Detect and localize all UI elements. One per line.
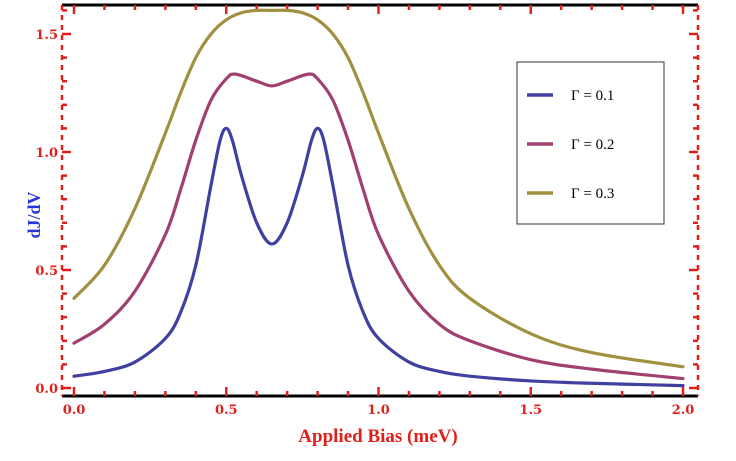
x-tick-label: 1.5	[519, 403, 542, 418]
y-tick-label: 0.0	[35, 382, 58, 397]
y-tick-label: 1.0	[35, 146, 58, 161]
x-axis-title: Applied Bias (meV)	[298, 426, 457, 447]
y-tick-label: 0.5	[35, 264, 58, 279]
ticks	[62, 5, 698, 396]
legend: Γ = 0.1 Γ = 0.2 Γ = 0.3	[516, 61, 665, 225]
series-line-3	[72, 8, 685, 369]
legend-label-1: Γ = 0.1	[571, 88, 614, 104]
series-line-1	[72, 126, 685, 388]
y-axis-title: dJ/dV	[24, 191, 44, 238]
x-tick-label: 0.0	[63, 403, 86, 418]
series-lines	[72, 8, 685, 388]
x-tick-label: 2.0	[672, 403, 695, 418]
y-tick-label: 1.5	[35, 28, 58, 43]
series-line-2	[72, 72, 685, 381]
x-tick-label: 0.5	[215, 403, 238, 418]
legend-label-3: Γ = 0.3	[571, 186, 614, 202]
tick-labels: 0.0 0.5 1.0 1.5 2.0 0.0 0.5 1.0 1.5	[35, 28, 694, 418]
x-tick-label: 1.0	[367, 403, 390, 418]
legend-label-2: Γ = 0.2	[571, 137, 614, 153]
